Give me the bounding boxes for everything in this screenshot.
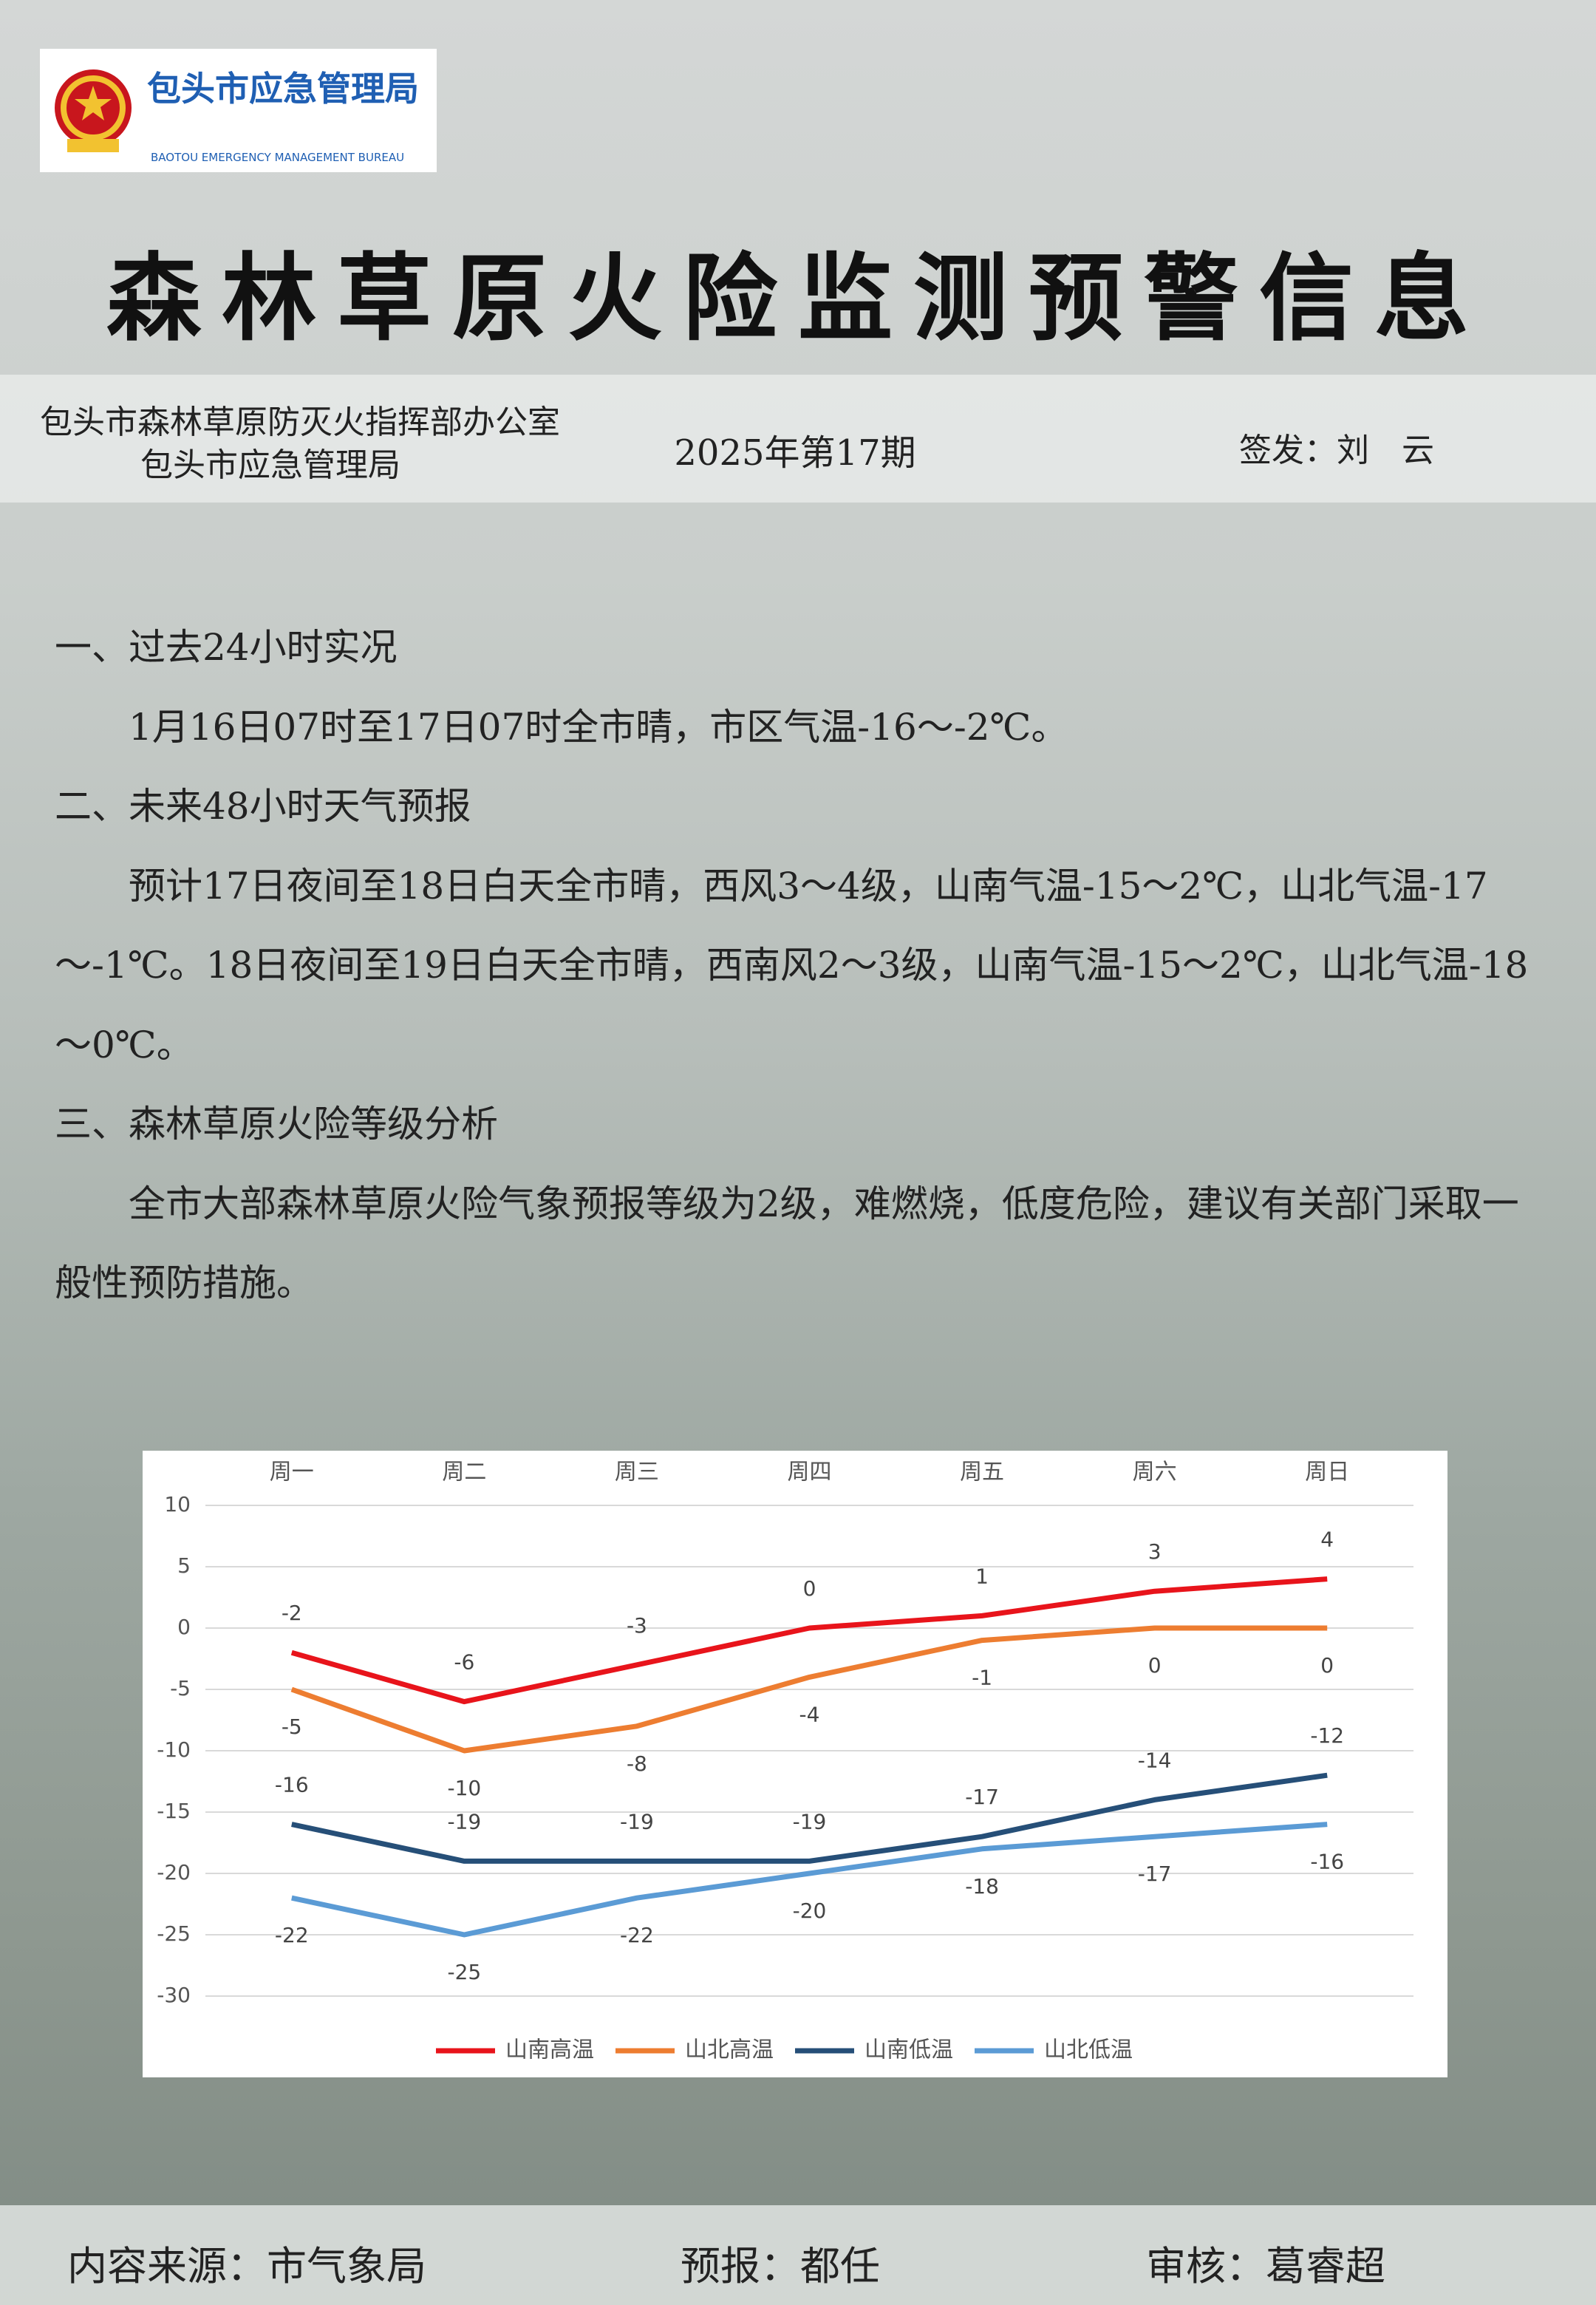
data-label: -10 [447,1776,481,1800]
data-label: -12 [1310,1723,1344,1748]
legend-label: 山北高温 [685,2037,774,2063]
data-label: -19 [620,1809,654,1834]
issuer: 包头市森林草原防灭火指挥部办公室 [40,404,560,441]
emblem [55,69,132,152]
series-line [291,1822,1328,1938]
data-label: -17 [1138,1862,1172,1886]
x-tick-label: 周四 [788,1460,832,1485]
footer-reviewer: 审核：葛睿超 [1146,2243,1385,2289]
x-tick-label: 周三 [615,1460,659,1485]
section-heading: 三、森林草原火险等级分析 [55,1103,498,1145]
data-label: -20 [793,1899,827,1923]
y-tick-label: -5 [170,1676,191,1700]
issuer: 包头市应急管理局 [140,446,400,484]
data-label: 1 [975,1564,989,1588]
signer: 签发：刘 云 [1239,432,1434,469]
y-tick-label: 10 [164,1492,191,1516]
legend-label: 山南高温 [505,2037,594,2063]
data-label: -1 [972,1666,992,1690]
y-tick-label: -10 [157,1737,191,1762]
y-tick-label: -15 [157,1799,191,1823]
x-tick-label: 周日 [1305,1460,1349,1485]
x-tick-label: 周一 [270,1460,314,1485]
data-label: -25 [447,1960,481,1984]
section-body: 全市大部森林草原火险气象预报等级为2级，难燃烧，低度危险，建议有关部门采取一般性… [55,1182,1519,1305]
data-label: -22 [275,1923,309,1947]
data-label: -8 [627,1751,647,1776]
content: 一、过去24小时实况 1月16日07时至17日07时全市晴，市区气温-16～-2℃… [55,608,1540,1324]
section-heading: 一、过去24小时实况 [55,626,398,669]
footer [0,2205,1596,2305]
footer-forecaster: 预报：都任 [681,2243,880,2289]
data-label: -2 [282,1601,302,1625]
y-tick-label: 5 [177,1553,191,1578]
org-name-en: BAOTOU EMERGENCY MANAGEMENT BUREAU [151,151,405,164]
legend-label: 山南低温 [864,2037,953,2063]
data-label: -3 [627,1613,647,1638]
y-tick-label: -30 [157,1983,191,2007]
logo: 包头市应急管理局 BAOTOU EMERGENCY MANAGEMENT BUR… [40,49,437,172]
data-label: -4 [799,1702,820,1726]
data-label: -16 [1310,1850,1344,1874]
data-label: 4 [1320,1528,1334,1552]
y-tick-label: -25 [157,1921,191,1946]
data-label: -17 [965,1785,999,1809]
x-tick-label: 周五 [960,1460,1004,1485]
section-heading: 二、未来48小时天气预报 [55,785,471,828]
data-label: 0 [803,1576,816,1601]
data-label: -19 [447,1809,481,1834]
legend-label: 山北低温 [1044,2037,1133,2063]
chart-background [143,1451,1447,2077]
series-line [290,1576,1328,1705]
data-label: 0 [1320,1653,1334,1678]
data-label: -14 [1138,1748,1172,1772]
x-tick-label: 周六 [1133,1460,1177,1485]
data-label: 0 [1148,1653,1162,1678]
data-label: -19 [793,1809,827,1834]
data-label: -5 [282,1715,302,1739]
data-label: 3 [1148,1539,1162,1564]
x-tick-label: 周二 [442,1460,486,1485]
footer-source: 内容来源：市气象局 [67,2243,426,2289]
issue: 2025年第17期 [674,432,916,474]
data-label: -16 [275,1773,309,1797]
data-label: -22 [620,1923,654,1947]
section-body: 1月16日07时至17日07时全市晴，市区气温-16～-2℃。 [129,705,1068,749]
y-tick-label: -20 [157,1860,191,1884]
y-tick-label: 0 [177,1615,191,1639]
org-name: 包头市应急管理局 [147,69,419,109]
title: 森林草原火险监测预警信息 [106,243,1490,354]
series-line [290,1625,1328,1754]
data-label: -18 [965,1874,999,1899]
series-line [291,1772,1328,1864]
section-body: 预计17日夜间至18日白天全市晴，西风3～4级，山南气温-15～2℃，山北气温-… [55,864,1529,1066]
header-band [0,375,1596,503]
data-label: -6 [454,1650,474,1675]
